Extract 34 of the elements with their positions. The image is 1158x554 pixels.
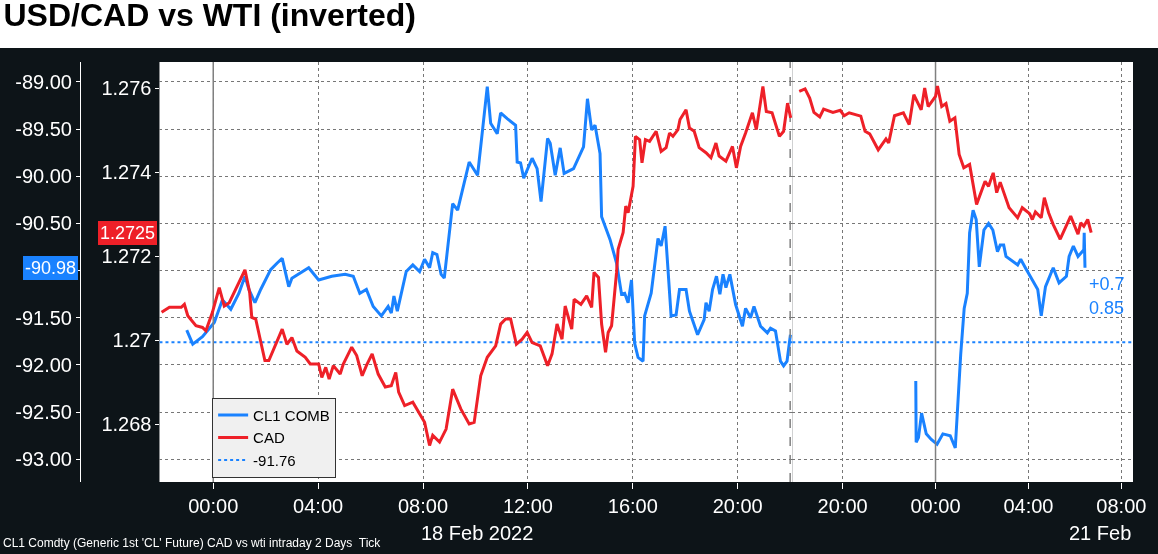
- legend-label: CAD: [253, 429, 285, 447]
- y-tick-label: -93.00: [15, 448, 72, 471]
- x-tick-label: 20:00: [817, 495, 868, 517]
- y-tick-label: -91.50: [15, 306, 72, 329]
- y2-tick-label: 1.272: [101, 245, 152, 268]
- y-tick-label: -89.00: [15, 70, 72, 93]
- y-tick-label: -92.50: [15, 401, 72, 424]
- x-tick-label: 08:00: [1096, 495, 1147, 517]
- y2-tick-label: 1.268: [101, 413, 152, 436]
- legend-label: -91.76: [253, 451, 296, 469]
- y-tick-label: -92.00: [15, 353, 72, 376]
- x-tick-label: 08:00: [397, 495, 449, 517]
- annotation: 0.85: [1089, 298, 1125, 318]
- x-tick-label: 04:00: [1003, 495, 1054, 517]
- x-tick-label: 00:00: [910, 495, 961, 517]
- text: -90.98: [25, 258, 77, 278]
- x-tick-label: 04:00: [293, 495, 344, 517]
- y2-tick-label: 1.27: [112, 329, 152, 352]
- y2-tick-label: 1.276: [101, 77, 152, 100]
- text: CL1 Comdty (Generic 1st 'CL' Future) CAD vs wti intraday 2 Days Tick: [3, 536, 382, 550]
- text: 21 Feb: [1069, 522, 1132, 544]
- annotation: +0.7: [1089, 274, 1125, 294]
- chart-title: USD/CAD vs WTI (inverted): [3, 0, 416, 34]
- y-tick-label: -90.00: [15, 165, 72, 188]
- x-tick-label: 00:00: [188, 495, 239, 517]
- x-tick-label: 12:00: [502, 495, 553, 517]
- y-tick-label: -89.50: [15, 118, 72, 141]
- legend-label: CL1 COMB: [253, 406, 330, 424]
- y2-tick-label: 1.274: [101, 161, 152, 184]
- y-tick-label: -90.50: [15, 212, 72, 235]
- x-tick-label: 20:00: [712, 495, 763, 517]
- text: 1.2725: [100, 223, 156, 243]
- text: 18 Feb 2022: [421, 522, 534, 544]
- x-tick-label: 16:00: [607, 495, 658, 517]
